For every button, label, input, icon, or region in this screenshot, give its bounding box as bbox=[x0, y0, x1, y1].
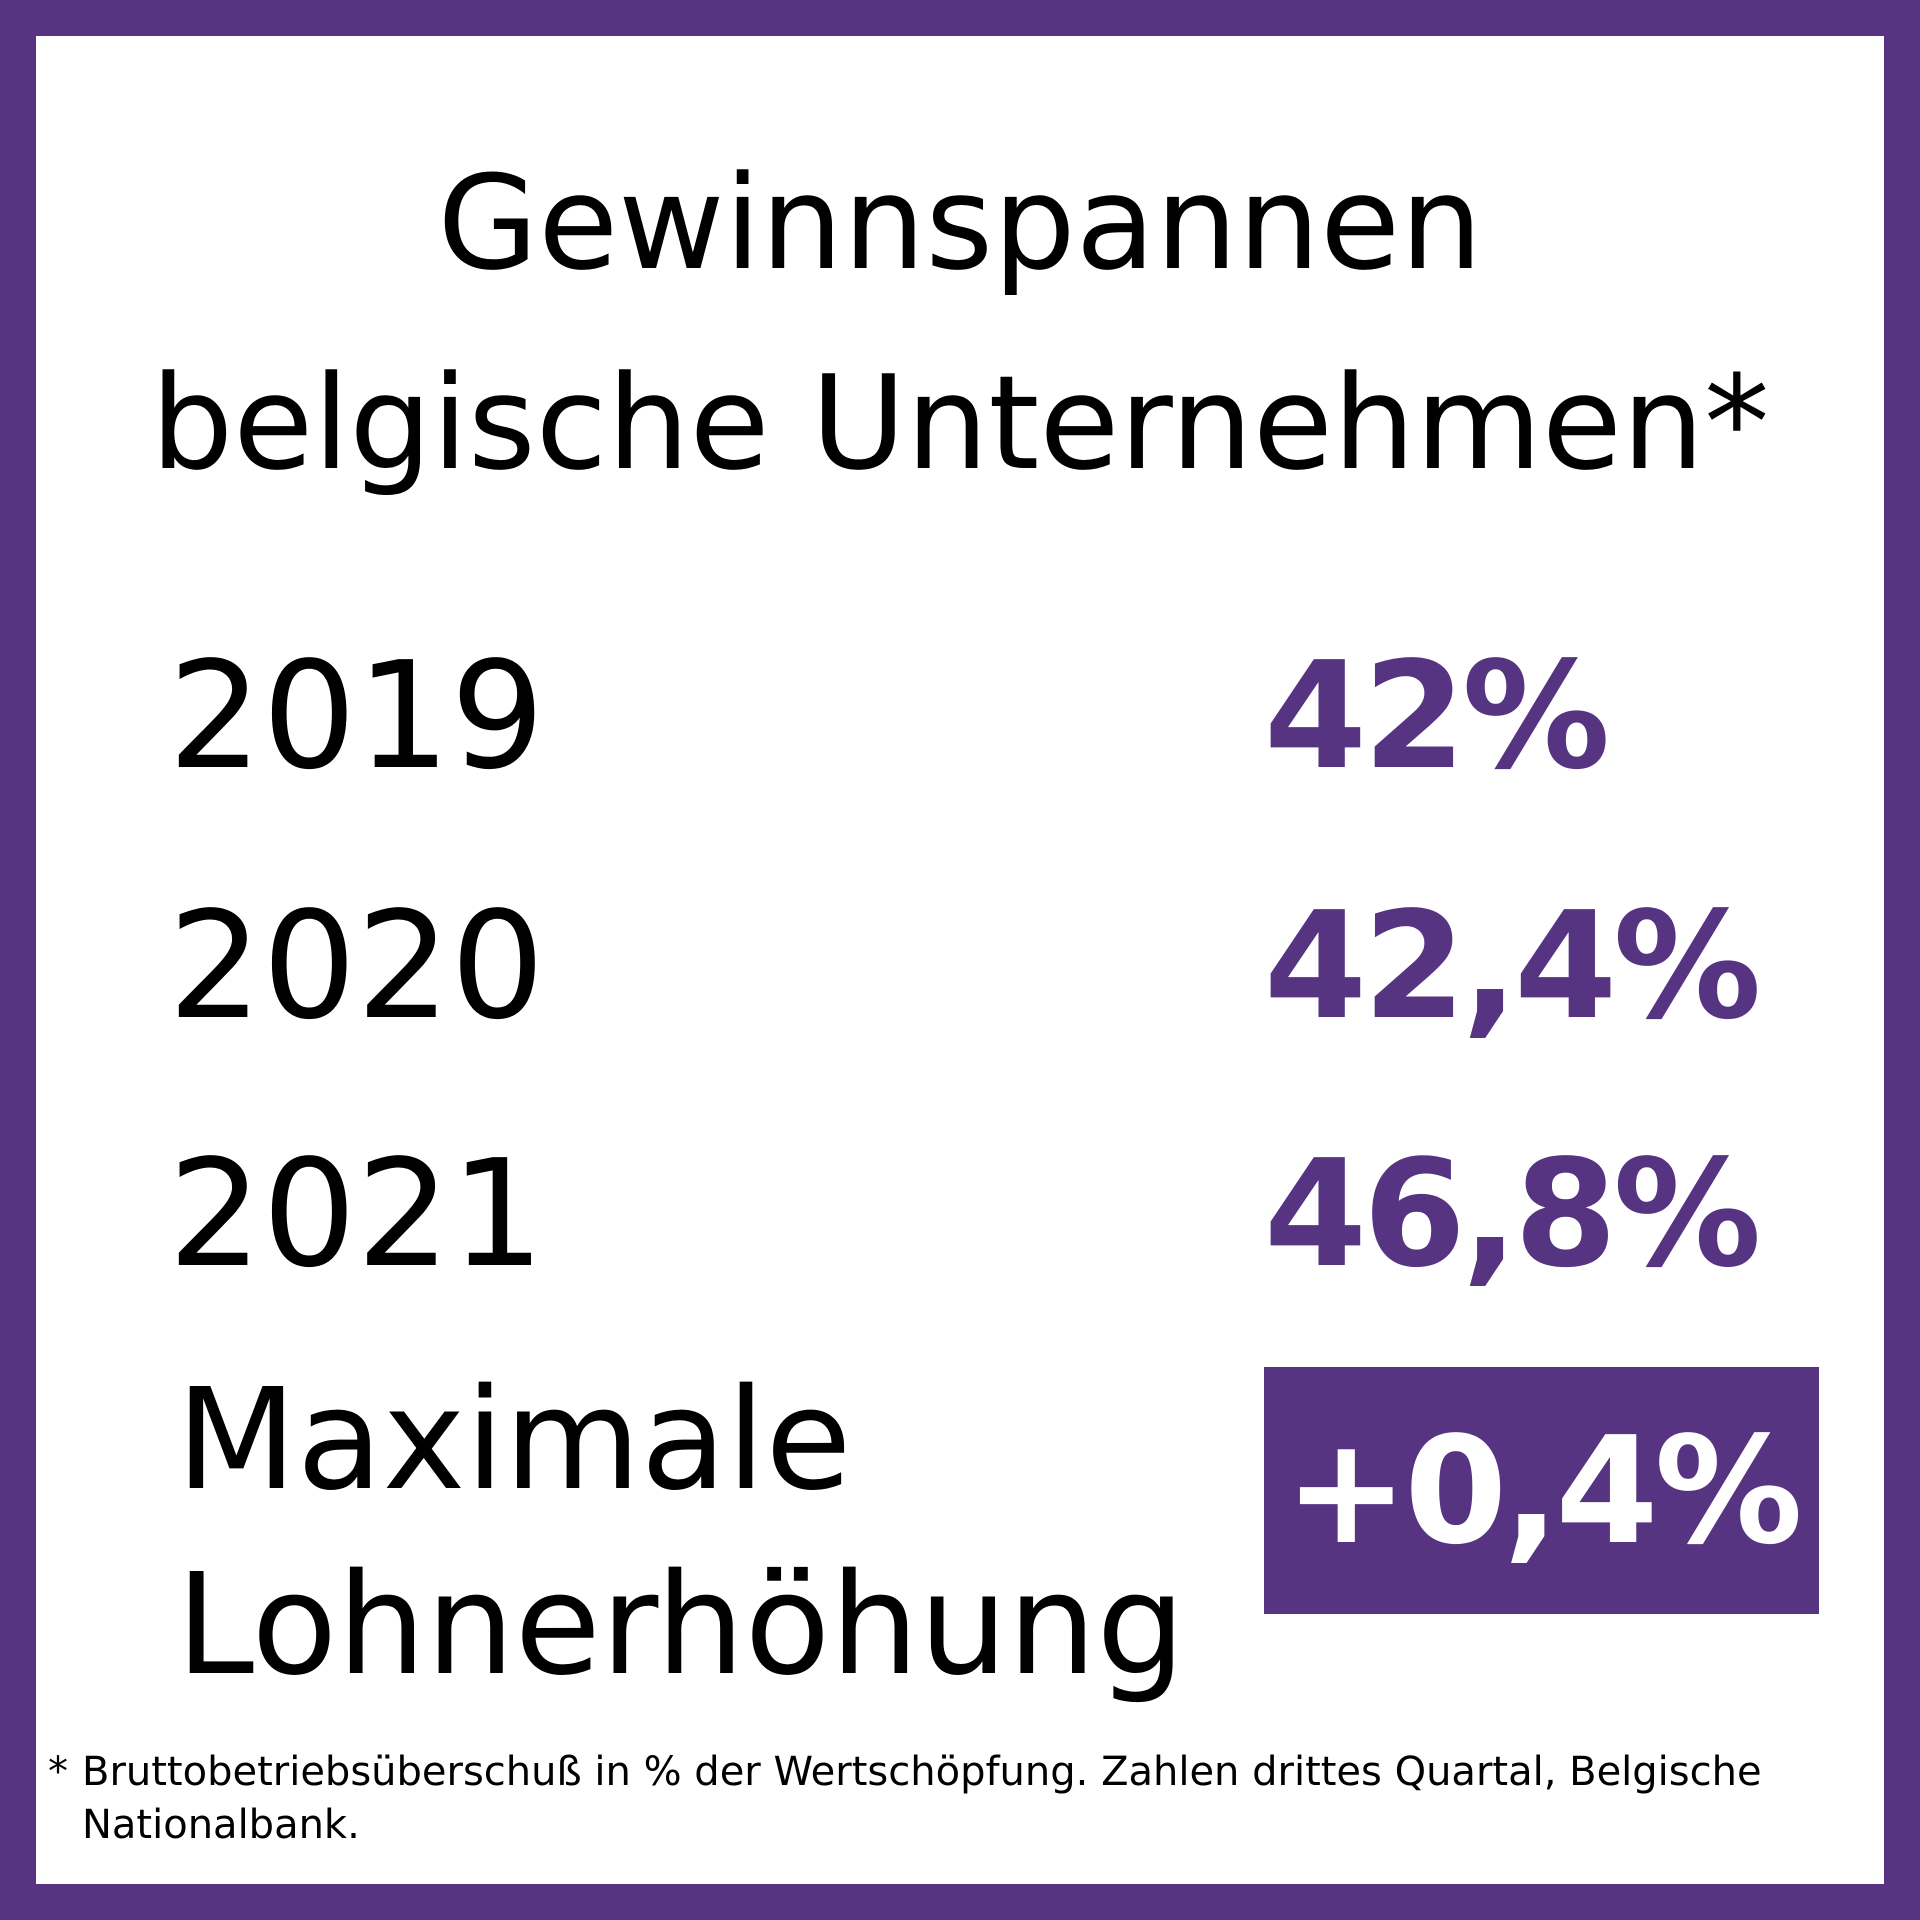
max-increase-label-line-2: Lohnerhöhung bbox=[176, 1544, 1186, 1707]
year-2020-label: 2020 bbox=[168, 880, 545, 1052]
margin-2021-value: 46,8% bbox=[1264, 1128, 1761, 1300]
max-increase-value: +0,4% bbox=[1284, 1404, 1802, 1577]
footnote-line-1: Bruttobetriebsüberschuß in % der Wertsch… bbox=[82, 1749, 1762, 1795]
margin-2020-value: 42,4% bbox=[1264, 880, 1761, 1052]
footnote-line-2: Nationalbank. bbox=[82, 1802, 360, 1848]
title-line-1: Gewinnspannen bbox=[437, 147, 1483, 299]
max-increase-label-line-1: Maximale bbox=[176, 1359, 852, 1522]
footnote-mark: * bbox=[48, 1749, 68, 1795]
year-2021-label: 2021 bbox=[168, 1128, 545, 1300]
year-2019-label: 2019 bbox=[168, 630, 545, 802]
footnote: * Bruttobetriebsüberschuß in % der Wertsc… bbox=[48, 1746, 1828, 1852]
title-line-2: belgische Unternehmen* bbox=[150, 347, 1770, 499]
margin-2019-value: 42% bbox=[1264, 630, 1610, 802]
max-increase-highlight-box: +0,4% bbox=[1264, 1367, 1819, 1614]
